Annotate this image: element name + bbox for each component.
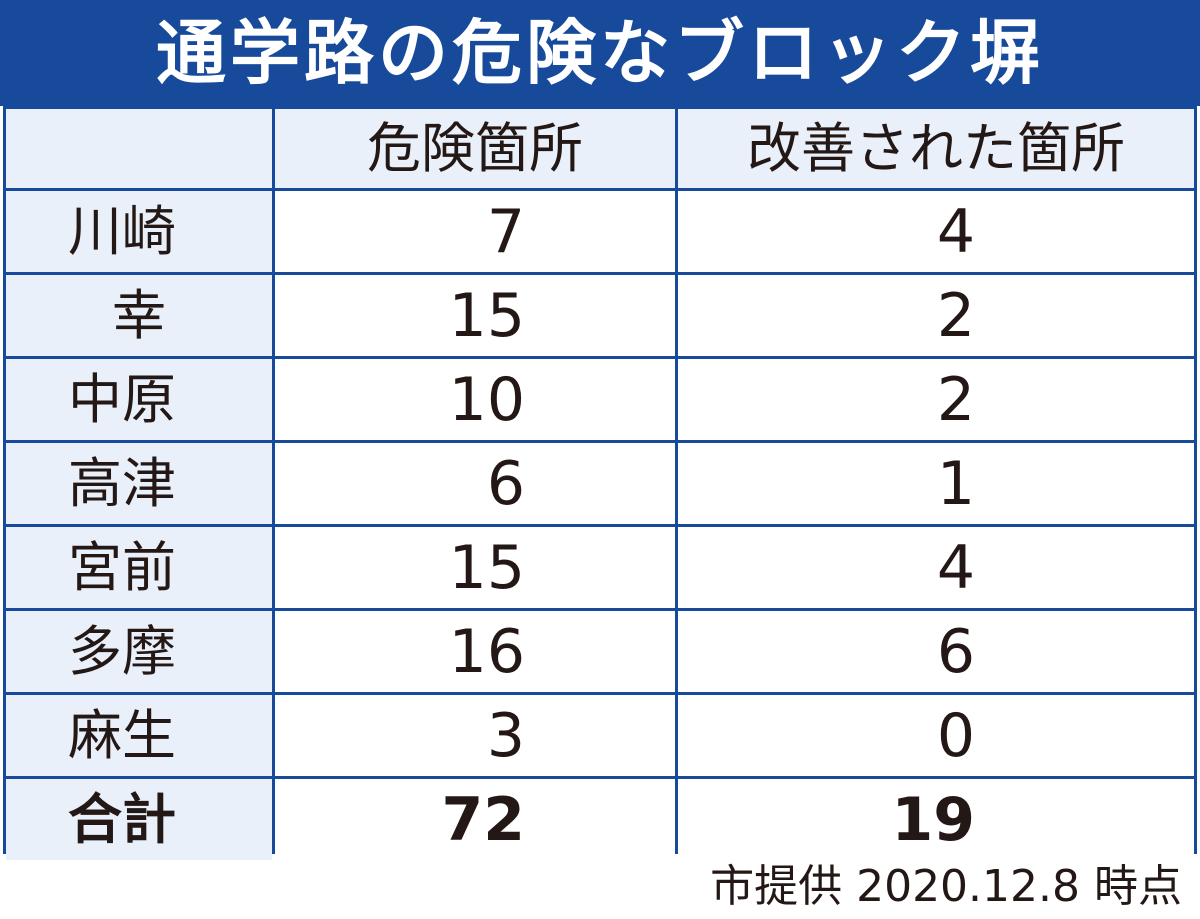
header-corner-cell	[6, 109, 272, 188]
danger-count: 6	[275, 443, 675, 524]
danger-count: 7	[275, 191, 675, 272]
title-bar: 通学路の危険なブロック塀	[0, 0, 1200, 106]
row-label: 多摩	[6, 611, 272, 692]
table-title: 通学路の危険なブロック塀	[156, 12, 1044, 94]
row-label: 宮前	[6, 527, 272, 608]
improved-count: 4	[678, 191, 1194, 272]
row-label: 高津	[6, 443, 272, 524]
danger-count: 15	[275, 527, 675, 608]
header-improved-spots: 改善された箇所	[678, 109, 1194, 188]
improved-count: 0	[678, 695, 1194, 776]
improved-count: 2	[678, 359, 1194, 440]
header-danger-spots: 危険箇所	[275, 109, 675, 188]
danger-count: 15	[275, 275, 675, 356]
source-note: 市提供 2020.12.8 時点	[710, 861, 1182, 912]
danger-count: 10	[275, 359, 675, 440]
total-improved-count: 19	[678, 779, 1194, 860]
improved-count: 6	[678, 611, 1194, 692]
row-label: 幸	[6, 275, 272, 356]
danger-count: 16	[275, 611, 675, 692]
row-label: 麻生	[6, 695, 272, 776]
improved-count: 1	[678, 443, 1194, 524]
improved-count: 2	[678, 275, 1194, 356]
row-label: 川崎	[6, 191, 272, 272]
total-label: 合計	[6, 779, 272, 860]
row-label: 中原	[6, 359, 272, 440]
danger-count: 3	[275, 695, 675, 776]
improved-count: 4	[678, 527, 1194, 608]
total-danger-count: 72	[275, 779, 675, 860]
data-table: 危険箇所 改善された箇所 川崎 7 4 幸 15 2 中原 10 2 高津 6 …	[3, 106, 1197, 860]
